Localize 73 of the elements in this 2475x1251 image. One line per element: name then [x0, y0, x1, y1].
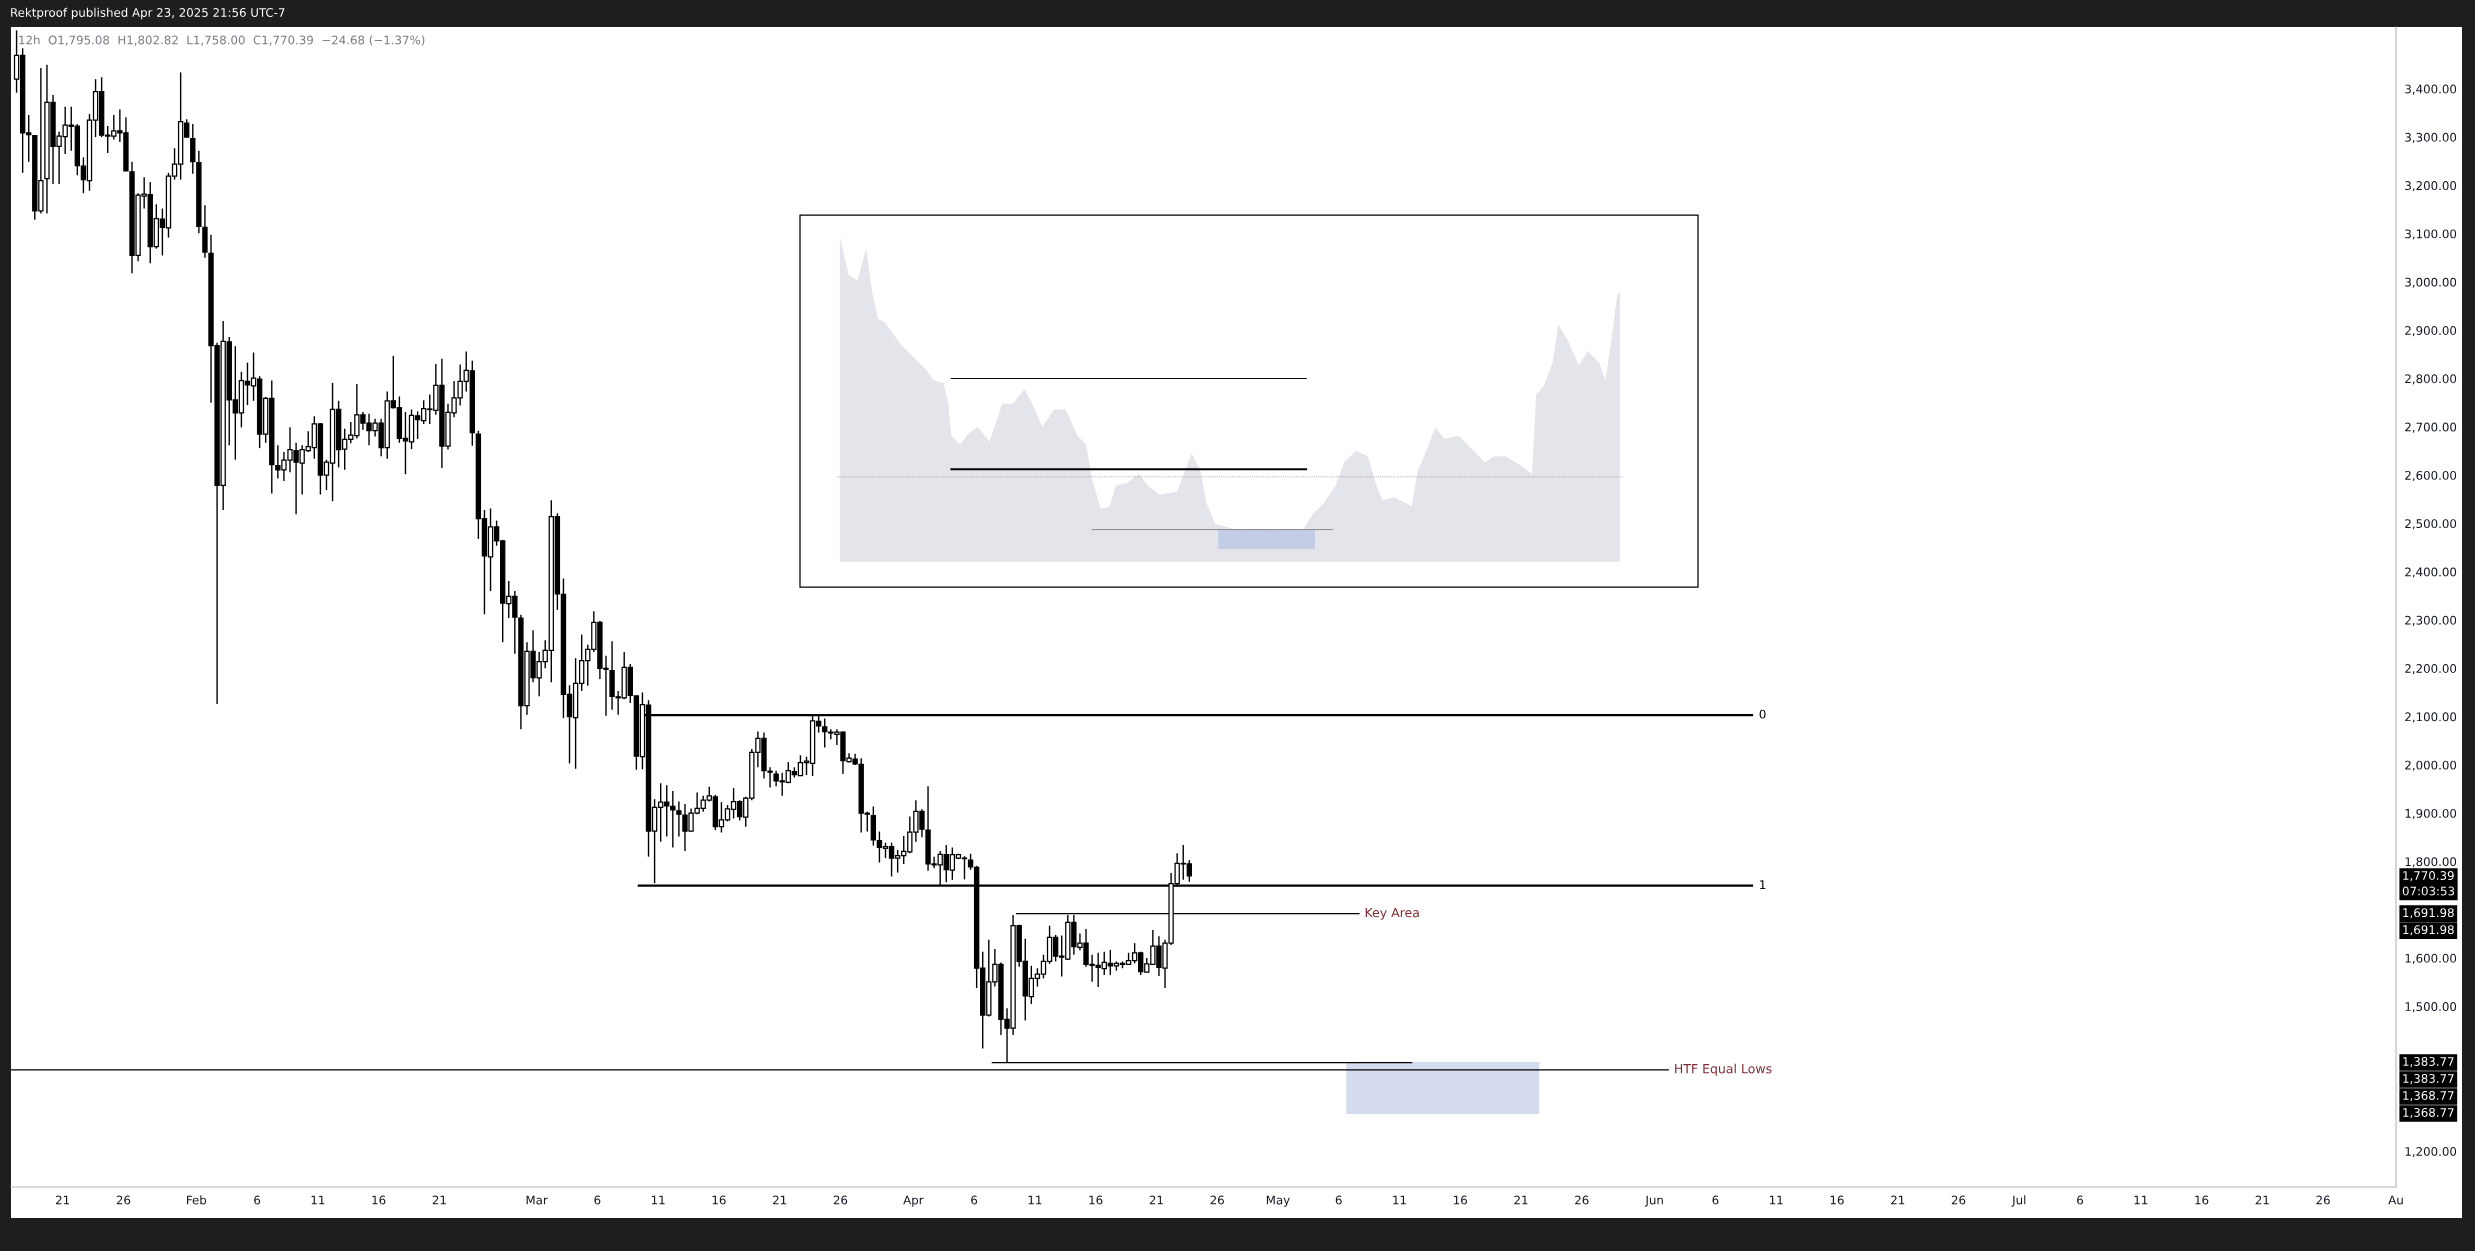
x-tick-label: 21: [56, 1195, 70, 1205]
y-tick-label: 2,000.00: [2405, 760, 2457, 771]
x-tick-label: 6: [1335, 1195, 1342, 1205]
x-tick-label: 16: [1830, 1195, 1844, 1205]
x-tick-label: Mar: [526, 1195, 548, 1205]
y-tick-label: 1,800.00: [2405, 857, 2457, 868]
x-tick-label: Apr: [903, 1195, 924, 1207]
x-tick-label: 21: [432, 1195, 446, 1205]
y-tick-label: 3,200.00: [2405, 181, 2457, 192]
y-tick-label: 3,100.00: [2405, 229, 2457, 240]
candlestick: [190, 123, 196, 175]
series-label: 0: [1759, 709, 1766, 719]
y-tick-label: 2,300.00: [2405, 615, 2457, 626]
x-tick-label: 16: [2195, 1195, 2209, 1205]
x-tick-label: 21: [1891, 1195, 1905, 1205]
x-tick-label: May: [1266, 1195, 1290, 1207]
series-label: 1: [1760, 880, 1766, 889]
text: 1,368.77: [2403, 1108, 2454, 1119]
x-tick-label: 6: [1712, 1195, 1719, 1205]
x-tick-label: 11: [2134, 1195, 2148, 1205]
x-tick-label: Feb: [187, 1195, 207, 1205]
x-tick-label: 16: [1454, 1195, 1467, 1205]
x-tick-label: 16: [1089, 1195, 1103, 1205]
x-tick-label: 11: [1769, 1195, 1783, 1205]
x-tick-label: 26: [116, 1195, 131, 1205]
annotation: Key Area: [1365, 908, 1419, 920]
y-tick-label: 1,900.00: [2405, 808, 2457, 820]
text: 1,383.77: [2403, 1074, 2454, 1085]
annotation: HTF Equal Lows: [1675, 1063, 1772, 1076]
y-tick-label: 2,200.00: [2405, 664, 2457, 675]
y-tick-label: 2,600.00: [2405, 470, 2457, 482]
y-tick-label: 3,400.00: [2405, 84, 2457, 95]
y-tick-label: 3,000.00: [2405, 277, 2457, 288]
y-tick-label: 3,300.00: [2405, 132, 2457, 143]
candlestick: [767, 766, 773, 789]
x-tick-label: 26: [1210, 1195, 1224, 1205]
text: 1,770.39 07:03:53: [2402, 871, 2455, 896]
y-tick-label: 1,200.00: [2405, 1146, 2457, 1158]
x-tick-label: 26: [2316, 1195, 2330, 1205]
x-tick-label: 11: [1393, 1195, 1406, 1205]
x-tick-label: 6: [254, 1195, 261, 1205]
x-tick-label: 6: [2077, 1195, 2084, 1205]
x-tick-label: 26: [1951, 1195, 1966, 1205]
x-tick-label: 16: [712, 1195, 726, 1205]
y-tick-label: 2,100.00: [2405, 712, 2457, 723]
x-tick-label: Jun: [1644, 1195, 1663, 1207]
y-tick-label: 2,500.00: [2405, 519, 2457, 530]
x-tick-label: 21: [773, 1195, 787, 1205]
x-tick-label: 26: [833, 1195, 848, 1205]
x-tick-label: Au: [2388, 1195, 2403, 1205]
y-tick-label: 2,700.00: [2405, 422, 2457, 433]
x-tick-label: Jul: [2011, 1195, 2026, 1207]
text: 1,691.98: [2403, 925, 2454, 936]
text: 1,368.77: [2403, 1091, 2454, 1102]
text: 12h O1,795.08 H1,802.82 L1,758.00 C1,770.39 −24.68 (−1.37%): [19, 35, 425, 46]
y-tick-label: 2,900.00: [2405, 326, 2457, 337]
x-tick-label: 21: [2255, 1195, 2269, 1205]
x-tick-label: 21: [1149, 1195, 1163, 1205]
text: 1,691.98: [2403, 908, 2454, 919]
x-tick-label: 11: [1028, 1195, 1042, 1205]
text: 1,383.77: [2403, 1057, 2454, 1068]
y-tick-label: 2,800.00: [2405, 374, 2457, 385]
x-tick-label: 11: [311, 1195, 325, 1205]
x-tick-label: 11: [651, 1195, 665, 1205]
x-tick-label: 6: [594, 1195, 601, 1205]
x-tick-label: 26: [1575, 1195, 1589, 1205]
x-tick-label: 21: [1514, 1195, 1528, 1205]
x-tick-label: 16: [372, 1195, 386, 1205]
y-tick-label: 1,500.00: [2405, 1002, 2457, 1013]
x-tick-label: 6: [971, 1195, 978, 1205]
y-tick-label: 2,400.00: [2405, 567, 2457, 578]
chart-title: Rektproof published Apr 23, 2025 21:56 UTC-7: [11, 7, 285, 20]
y-tick-label: 1,600.00: [2405, 953, 2457, 964]
